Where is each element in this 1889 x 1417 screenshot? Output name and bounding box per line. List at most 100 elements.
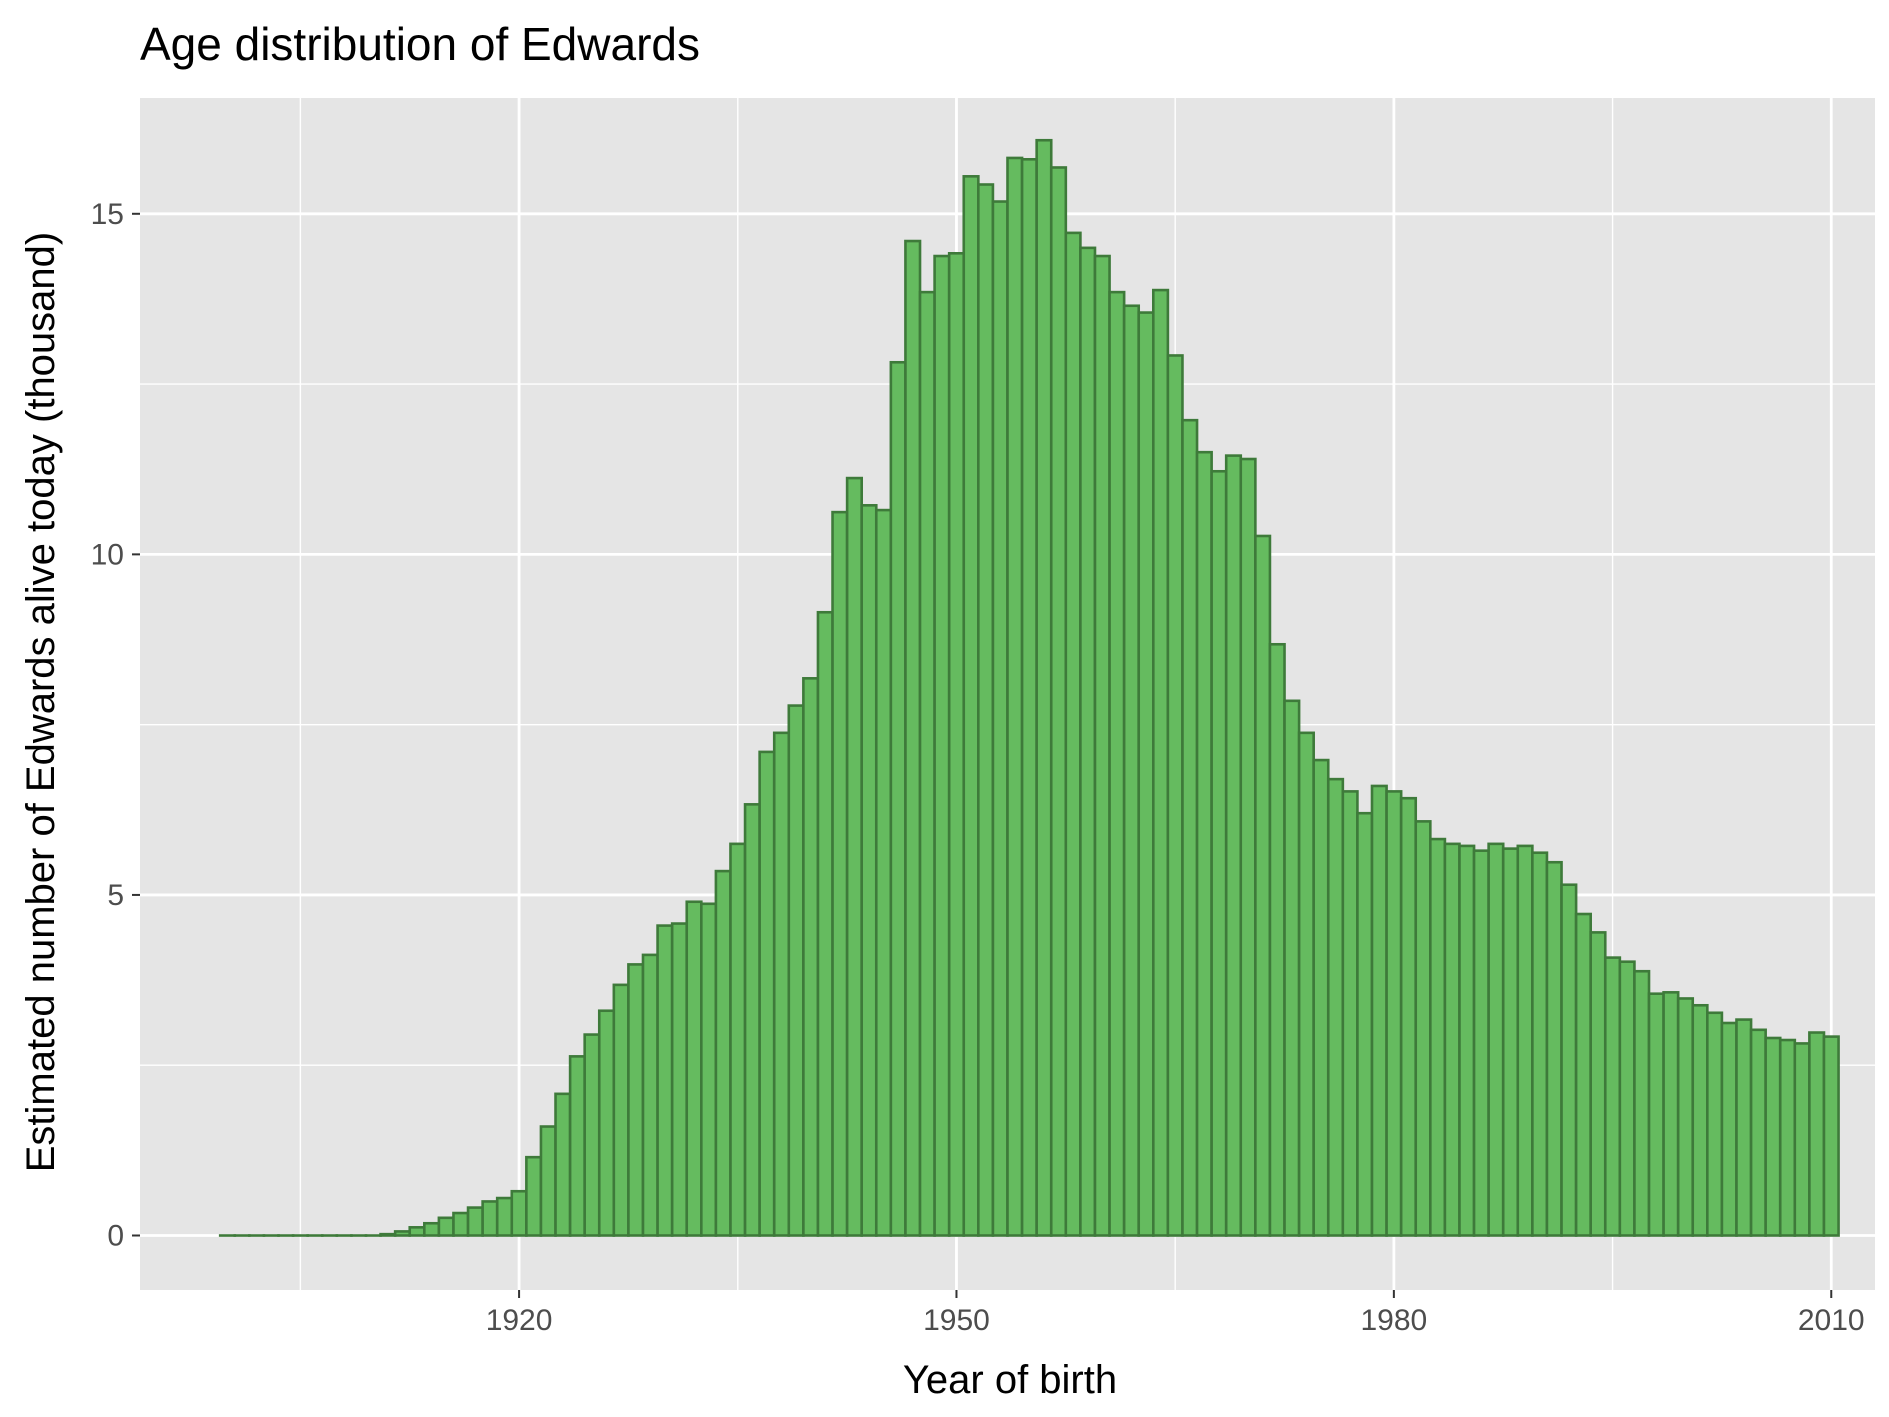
histogram-bar xyxy=(874,508,893,1237)
histogram-bar xyxy=(1662,991,1680,1237)
histogram-bar xyxy=(1399,796,1418,1237)
x-tick-label: 2010 xyxy=(1798,1304,1865,1337)
histogram-bar xyxy=(641,953,659,1237)
x-tick-label: 1980 xyxy=(1360,1304,1427,1337)
histogram-bar xyxy=(947,252,966,1237)
histogram-bar xyxy=(495,1196,514,1237)
histogram-bar xyxy=(1429,837,1447,1237)
histogram-bar xyxy=(656,924,674,1237)
histogram-bar xyxy=(1195,450,1213,1237)
y-tick-label: 15 xyxy=(91,198,124,231)
histogram-bar xyxy=(787,704,805,1237)
histogram-bar xyxy=(612,983,630,1237)
histogram-bar xyxy=(1093,254,1111,1237)
y-axis: 0 5 10 15 xyxy=(91,198,140,1253)
histogram-bar xyxy=(525,1155,543,1237)
histogram-bar xyxy=(1297,731,1315,1237)
histogram-bar xyxy=(1210,469,1228,1237)
histogram-bar xyxy=(1064,231,1082,1237)
x-axis: 1920 1950 1980 2010 xyxy=(486,1290,1865,1337)
histogram-bar xyxy=(1268,642,1286,1237)
histogram-bar xyxy=(423,1221,441,1237)
histogram-bar xyxy=(670,922,689,1237)
y-tick-label: 5 xyxy=(107,879,124,912)
histogram-bar xyxy=(1589,931,1607,1237)
histogram-bar xyxy=(1545,860,1563,1237)
histogram-bar xyxy=(802,677,820,1237)
histogram-bar xyxy=(1691,1003,1709,1237)
histogram-bar xyxy=(1531,851,1549,1237)
histogram-bar xyxy=(1341,790,1359,1237)
histogram-bar xyxy=(510,1189,528,1237)
histogram-bar xyxy=(1312,758,1330,1237)
histogram-bars xyxy=(218,138,1840,1237)
histogram-bar xyxy=(831,510,849,1237)
histogram-bar xyxy=(1414,820,1432,1237)
histogram-bar xyxy=(904,239,922,1237)
histogram-bar xyxy=(1472,849,1490,1237)
histogram-bar xyxy=(729,842,747,1237)
histogram-bar xyxy=(568,1055,586,1237)
histogram-bar xyxy=(1633,969,1651,1237)
histogram-bar xyxy=(1487,842,1505,1237)
histogram-bar xyxy=(379,1232,397,1237)
histogram-bar xyxy=(1749,1028,1767,1237)
histogram-bar xyxy=(1108,290,1126,1237)
histogram-bar xyxy=(1764,1036,1782,1237)
histogram-bar xyxy=(1283,699,1301,1237)
histogram-bar xyxy=(1706,1011,1724,1237)
histogram-bar xyxy=(1822,1035,1840,1237)
histogram-bar xyxy=(1049,166,1068,1237)
histogram-bar xyxy=(1618,960,1636,1237)
histogram-bar xyxy=(1122,304,1141,1237)
histogram-bar xyxy=(1603,956,1622,1237)
histogram-bar xyxy=(714,869,732,1237)
histogram-bar xyxy=(583,1033,601,1237)
histogram-bar xyxy=(758,750,776,1237)
histogram-bar xyxy=(860,504,878,1237)
histogram-bar xyxy=(1079,246,1097,1237)
histogram-bar xyxy=(554,1092,572,1237)
histogram-bar xyxy=(1224,454,1243,1237)
histogram-bar xyxy=(1808,1031,1826,1237)
histogram-bar xyxy=(1385,790,1403,1237)
histogram-bar xyxy=(685,900,703,1237)
histogram-bar xyxy=(1560,883,1578,1237)
histogram-bar xyxy=(437,1216,455,1237)
histogram-bar xyxy=(1793,1042,1811,1237)
histogram-bar xyxy=(1458,844,1476,1237)
histogram-bar xyxy=(1166,354,1184,1237)
histogram-bar xyxy=(1006,156,1024,1237)
histogram-bar xyxy=(393,1230,412,1237)
x-axis-title: Year of birth xyxy=(903,1358,1117,1402)
histogram-bar xyxy=(772,731,791,1237)
histogram-bar xyxy=(1239,457,1257,1237)
histogram-bar xyxy=(1735,1018,1753,1237)
histogram-bar xyxy=(1137,311,1155,1237)
histogram-bar xyxy=(1254,534,1272,1237)
y-axis-title: Estimated number of Edwards alive today … xyxy=(19,232,63,1173)
x-tick-label: 1950 xyxy=(923,1304,990,1337)
histogram-bar xyxy=(408,1226,426,1237)
histogram-bar xyxy=(481,1200,499,1237)
histogram-bar xyxy=(1778,1038,1797,1237)
histogram-bar xyxy=(597,1009,616,1237)
histogram-bar xyxy=(466,1206,484,1237)
histogram-bar xyxy=(889,360,907,1237)
histogram-bar xyxy=(627,963,645,1237)
histogram-bar xyxy=(1370,784,1388,1237)
histogram-bar xyxy=(845,476,863,1237)
histogram-bar xyxy=(1720,1021,1738,1237)
x-tick-label: 1920 xyxy=(486,1304,553,1337)
histogram-bar xyxy=(743,803,761,1237)
histogram-bar xyxy=(933,254,951,1237)
histogram-bar xyxy=(1152,288,1170,1237)
histogram-bar xyxy=(1676,997,1695,1237)
histogram-bar xyxy=(452,1211,470,1237)
histogram-bar xyxy=(991,200,1009,1237)
histogram-bar xyxy=(1516,844,1534,1237)
histogram-bar xyxy=(1181,418,1199,1237)
histogram-bar xyxy=(918,290,936,1237)
histogram-bar xyxy=(962,175,980,1237)
